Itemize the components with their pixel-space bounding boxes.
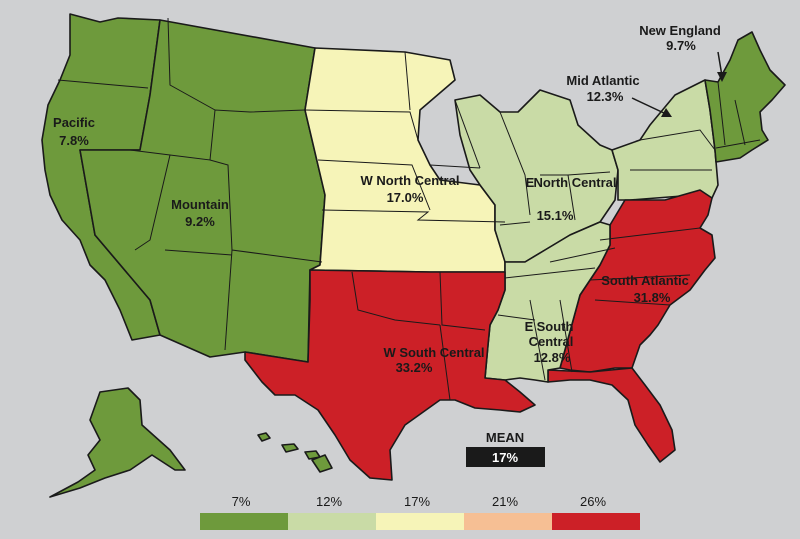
label-south-atlantic-name: South Atlantic <box>601 273 689 288</box>
label-esc-name-2: Central <box>529 334 574 349</box>
region-new-england <box>704 31 786 163</box>
mean-indicator: MEAN 17% <box>466 430 545 467</box>
label-esc-prefix: E <box>525 319 534 334</box>
label-mid-atlantic-name: Mid Atlantic <box>566 73 639 88</box>
legend-label: 7% <box>232 494 251 509</box>
label-pacific-name: Pacific <box>53 115 95 130</box>
label-pacific-value: 7.8% <box>59 133 89 148</box>
legend-label: 17% <box>404 494 430 509</box>
label-enc-name: North Central <box>533 175 616 190</box>
legend-label: 26% <box>580 494 606 509</box>
label-south-atlantic-value: 31.8% <box>634 290 671 305</box>
legend-swatch <box>200 513 288 530</box>
legend: 7% 12% 17% 21% 26% <box>200 494 640 530</box>
region-labels: Pacific 7.8% Mountain 9.2% W North Centr… <box>53 23 721 375</box>
label-enc-value: 15.1% <box>537 208 574 223</box>
label-wnc-name: W North Central <box>361 173 460 188</box>
region-w-south-central <box>244 269 536 481</box>
label-new-england-value: 9.7% <box>666 38 696 53</box>
legend-swatch <box>552 513 640 530</box>
region-mid-atlantic <box>611 79 719 206</box>
legend-swatch <box>376 513 464 530</box>
label-wsc-name: W South Central <box>383 345 484 360</box>
mean-value: 17% <box>492 450 518 465</box>
mid-atlantic-arrowhead <box>661 108 672 117</box>
label-wnc-value: 17.0% <box>387 190 424 205</box>
mid-atlantic-arrow <box>631 97 667 115</box>
state-borders <box>57 17 761 401</box>
region-e-north-central <box>454 89 619 263</box>
mean-title: MEAN <box>486 430 524 445</box>
legend-swatch <box>288 513 376 530</box>
legend-label: 12% <box>316 494 342 509</box>
legend-label: 21% <box>492 494 518 509</box>
legend-swatch <box>464 513 552 530</box>
label-new-england-name: New England <box>639 23 721 38</box>
label-arrows <box>631 51 727 117</box>
label-esc-name: South <box>537 319 574 334</box>
mean-box <box>466 447 545 467</box>
label-mountain-name: Mountain <box>171 197 229 212</box>
label-wsc-value: 33.2% <box>396 360 433 375</box>
label-esc-value: 12.8% <box>534 350 571 365</box>
label-mid-atlantic-value: 12.3% <box>587 89 624 104</box>
label-enc-prefix: E <box>526 175 535 190</box>
new-england-arrowhead <box>717 72 727 82</box>
label-mountain-value: 9.2% <box>185 214 215 229</box>
